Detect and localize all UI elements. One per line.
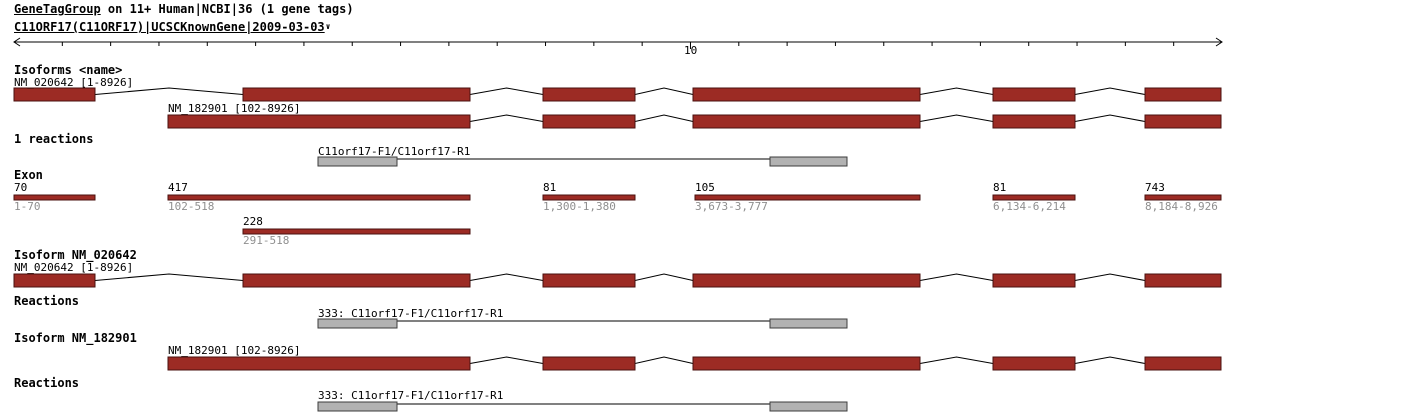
exon-range-label: 8,184-8,926 bbox=[1145, 200, 1218, 213]
primer-box[interactable] bbox=[317, 401, 398, 412]
exon-box[interactable] bbox=[242, 87, 471, 102]
exon-box[interactable] bbox=[1144, 87, 1222, 102]
intron-connector bbox=[469, 356, 544, 364]
exon-range-label: 102-518 bbox=[168, 200, 215, 213]
exon-box[interactable] bbox=[542, 273, 636, 288]
exon-box[interactable] bbox=[692, 114, 921, 129]
intron-connector bbox=[919, 114, 994, 122]
primer-box[interactable] bbox=[769, 156, 848, 167]
exon-box[interactable] bbox=[542, 356, 636, 371]
intron-connector bbox=[634, 356, 694, 364]
intron-connector bbox=[1074, 273, 1146, 281]
exon-box[interactable] bbox=[13, 273, 96, 288]
isoform-nm-182901-detail-label: NM_182901 [102-8926] bbox=[168, 344, 301, 357]
header-line1-context: on 11+ Human|NCBI|36 (1 gene tags) bbox=[100, 2, 354, 16]
exon-box[interactable] bbox=[992, 273, 1076, 288]
exon-box[interactable] bbox=[1144, 356, 1222, 371]
exon-bar[interactable] bbox=[1144, 194, 1222, 201]
exon-range-label: 291-518 bbox=[243, 234, 290, 247]
exon-box[interactable] bbox=[992, 87, 1076, 102]
intron-connector bbox=[1074, 87, 1146, 95]
isoform-nm-020642-overview-label: NM_020642 [1-8926] bbox=[14, 76, 134, 89]
collapse-caret-icon[interactable]: ∨ bbox=[325, 22, 331, 31]
exon-box[interactable] bbox=[992, 114, 1076, 129]
intron-connector bbox=[94, 87, 244, 95]
exon-count-label: 81 bbox=[543, 181, 557, 194]
reactions-count-header: 1 reactions bbox=[14, 132, 94, 146]
gene-source-link[interactable]: C11ORF17(C11ORF17)|UCSCKnownGene|2009-03… bbox=[14, 20, 325, 34]
intron-connector bbox=[634, 114, 694, 122]
reactions-header-2: Reactions bbox=[14, 376, 80, 390]
exon-bar[interactable] bbox=[992, 194, 1076, 201]
exon-count-label: 81 bbox=[993, 181, 1007, 194]
exon-range-label: 1-70 bbox=[14, 200, 41, 213]
reactions-header-1: Reactions bbox=[14, 294, 80, 308]
primer-box[interactable] bbox=[317, 318, 398, 329]
exon-box[interactable] bbox=[692, 273, 921, 288]
ruler-right-arrow-icon bbox=[1215, 37, 1223, 47]
exon-box[interactable] bbox=[1144, 273, 1222, 288]
exon-box[interactable] bbox=[167, 114, 471, 129]
exon-box[interactable] bbox=[1144, 114, 1222, 129]
exon-box[interactable] bbox=[542, 87, 636, 102]
exon-count-label: 417 bbox=[168, 181, 188, 194]
intron-connector bbox=[919, 356, 994, 364]
exon-bar[interactable] bbox=[242, 228, 471, 235]
ruler-label: 10 bbox=[684, 44, 698, 57]
intron-connector bbox=[919, 273, 994, 281]
exon-count-label: 743 bbox=[1145, 181, 1165, 194]
exon-box[interactable] bbox=[167, 356, 471, 371]
isoform-nm-020642-detail-label: NM_020642 [1-8926] bbox=[14, 261, 134, 274]
exon-count-label: 105 bbox=[695, 181, 715, 194]
exon-bar[interactable] bbox=[167, 194, 471, 201]
header-line2: C11ORF17(C11ORF17)|UCSCKnownGene|2009-03… bbox=[14, 21, 331, 33]
intron-connector bbox=[94, 273, 244, 281]
reaction-nm-182901-label: 333: C11orf17-F1/C11orf17-R1 bbox=[318, 389, 504, 402]
exon-box[interactable] bbox=[692, 87, 921, 102]
isoform-nm-020642-header: Isoform NM_020642 bbox=[14, 248, 137, 262]
intron-connector bbox=[469, 114, 544, 122]
ruler-left-arrow-icon bbox=[13, 37, 21, 47]
primer-box[interactable] bbox=[769, 401, 848, 412]
intron-connector bbox=[919, 87, 994, 95]
exon-box[interactable] bbox=[13, 87, 96, 102]
exon-bar[interactable] bbox=[13, 194, 96, 201]
exon-bar[interactable] bbox=[542, 194, 636, 201]
header-line1: GeneTagGroup on 11+ Human|NCBI|36 (1 gen… bbox=[14, 3, 354, 15]
exon-box[interactable] bbox=[542, 114, 636, 129]
reaction-nm-020642-label: 333: C11orf17-F1/C11orf17-R1 bbox=[318, 307, 504, 320]
exon-box[interactable] bbox=[242, 273, 471, 288]
intron-connector bbox=[1074, 114, 1146, 122]
intron-connector bbox=[1074, 356, 1146, 364]
primer-box[interactable] bbox=[769, 318, 848, 329]
exon-section-header: Exon bbox=[14, 168, 43, 182]
exon-count-label: 70 bbox=[14, 181, 28, 194]
exon-box[interactable] bbox=[692, 356, 921, 371]
isoform-nm-182901-header: Isoform NM_182901 bbox=[14, 331, 137, 345]
reaction-overview-label: C11orf17-F1/C11orf17-R1 bbox=[318, 145, 471, 158]
exon-range-label: 3,673-3,777 bbox=[695, 200, 768, 213]
exon-count-label: 228 bbox=[243, 215, 263, 228]
intron-connector bbox=[634, 87, 694, 95]
exon-range-label: 6,134-6,214 bbox=[993, 200, 1066, 213]
intron-connector bbox=[469, 273, 544, 281]
exon-bar[interactable] bbox=[694, 194, 921, 201]
intron-connector bbox=[469, 87, 544, 95]
isoforms-section-header: Isoforms <name> bbox=[14, 63, 123, 77]
primer-box[interactable] bbox=[317, 156, 398, 167]
gene-tag-group-link[interactable]: GeneTagGroup bbox=[14, 2, 101, 16]
isoform-nm-182901-overview-label: NM_182901 [102-8926] bbox=[168, 102, 301, 115]
exon-box[interactable] bbox=[992, 356, 1076, 371]
intron-connector bbox=[634, 273, 694, 281]
exon-range-label: 1,300-1,380 bbox=[543, 200, 616, 213]
